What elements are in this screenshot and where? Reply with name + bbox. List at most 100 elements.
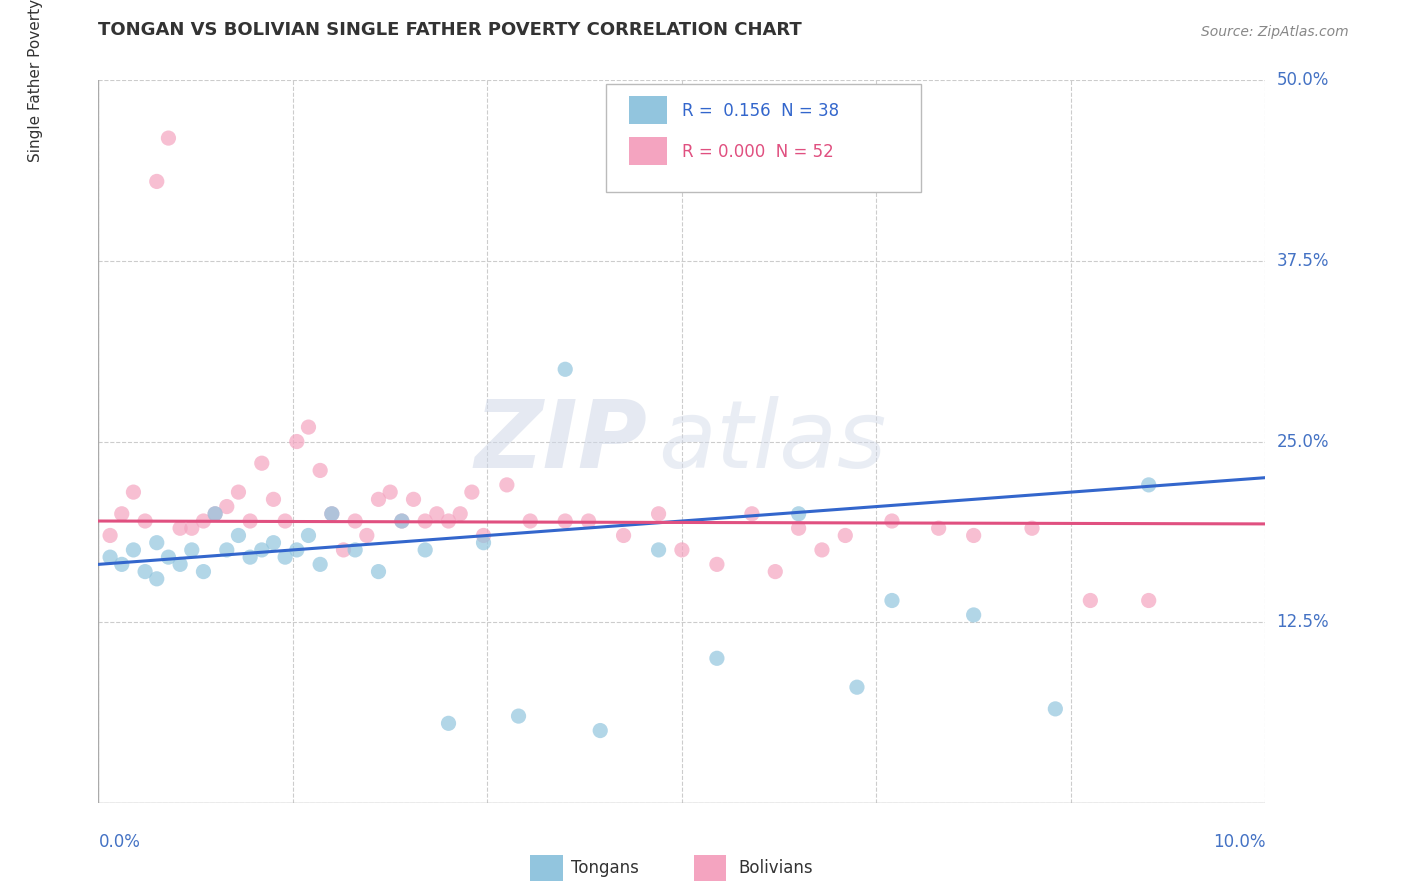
Point (239, 550, 262, 565)
Point (1080, 593, 1102, 607)
Point (426, 507, 449, 521)
Point (647, 542, 669, 557)
Point (472, 535, 495, 549)
Point (309, 558, 332, 572)
Point (367, 565, 389, 579)
Point (122, 542, 145, 557)
Point (391, 514, 413, 528)
Point (578, 514, 600, 528)
Text: 50.0%: 50.0% (1277, 71, 1329, 89)
Point (706, 558, 728, 572)
Point (180, 542, 202, 557)
Point (204, 507, 226, 521)
Text: 12.5%: 12.5% (1277, 613, 1329, 632)
Text: 10.0%: 10.0% (1213, 833, 1265, 851)
Point (262, 492, 284, 507)
Point (461, 485, 484, 500)
Point (554, 514, 576, 528)
Point (239, 514, 262, 528)
Point (285, 542, 308, 557)
Point (647, 507, 669, 521)
Text: 37.5%: 37.5% (1277, 252, 1329, 270)
Point (413, 542, 436, 557)
FancyBboxPatch shape (606, 84, 921, 193)
Point (321, 507, 343, 521)
Point (519, 514, 541, 528)
Point (321, 507, 343, 521)
Point (962, 607, 984, 622)
Point (146, 174, 169, 188)
Point (554, 362, 576, 376)
Point (98, 550, 121, 565)
Point (496, 478, 519, 492)
Point (1021, 521, 1043, 535)
Point (180, 521, 202, 535)
Text: atlas: atlas (658, 396, 887, 487)
Point (402, 492, 425, 507)
Point (589, 723, 612, 738)
Point (193, 514, 215, 528)
Point (274, 550, 297, 565)
Point (437, 514, 460, 528)
Point (262, 535, 284, 549)
Point (380, 485, 402, 500)
Text: TONGAN VS BOLIVIAN SINGLE FATHER POVERTY CORRELATION CHART: TONGAN VS BOLIVIAN SINGLE FATHER POVERTY… (98, 21, 803, 38)
FancyBboxPatch shape (693, 855, 727, 880)
Text: Tongans: Tongans (571, 859, 638, 877)
Point (250, 542, 273, 557)
Point (250, 456, 273, 470)
Point (612, 528, 634, 542)
Point (122, 485, 145, 500)
Point (508, 709, 530, 723)
Point (309, 463, 332, 477)
Point (146, 572, 169, 586)
Text: Source: ZipAtlas.com: Source: ZipAtlas.com (1201, 25, 1348, 38)
FancyBboxPatch shape (630, 137, 666, 165)
Point (134, 514, 156, 528)
Point (741, 507, 763, 521)
Point (134, 565, 156, 579)
Point (157, 550, 180, 565)
Point (169, 558, 191, 572)
Point (367, 492, 389, 507)
Point (437, 716, 460, 731)
Point (215, 542, 238, 557)
Point (1045, 702, 1067, 716)
Point (157, 131, 180, 145)
Text: R = 0.000  N = 52: R = 0.000 N = 52 (682, 143, 834, 161)
Point (413, 514, 436, 528)
Point (111, 507, 134, 521)
Point (297, 420, 319, 434)
Point (111, 558, 134, 572)
FancyBboxPatch shape (530, 855, 562, 880)
Point (285, 434, 308, 449)
Text: 0.0%: 0.0% (98, 833, 141, 851)
Point (846, 680, 869, 694)
Text: Bolivians: Bolivians (738, 859, 813, 877)
Point (98, 528, 121, 542)
Point (834, 528, 856, 542)
Point (332, 542, 354, 557)
Point (274, 514, 297, 528)
Point (880, 593, 903, 607)
Point (356, 528, 378, 542)
Point (472, 528, 495, 542)
Point (193, 565, 215, 579)
Point (1137, 593, 1160, 607)
Point (763, 565, 786, 579)
Point (706, 651, 728, 665)
Text: ZIP: ZIP (474, 395, 647, 488)
Point (787, 507, 810, 521)
Point (787, 521, 810, 535)
Point (1137, 478, 1160, 492)
Point (228, 485, 250, 500)
Point (344, 514, 367, 528)
Text: 25.0%: 25.0% (1277, 433, 1329, 450)
Point (297, 528, 319, 542)
Point (169, 521, 191, 535)
Text: R =  0.156  N = 38: R = 0.156 N = 38 (682, 102, 839, 120)
Point (962, 528, 984, 542)
Point (928, 521, 950, 535)
Point (228, 528, 250, 542)
Text: Single Father Poverty: Single Father Poverty (28, 0, 44, 161)
